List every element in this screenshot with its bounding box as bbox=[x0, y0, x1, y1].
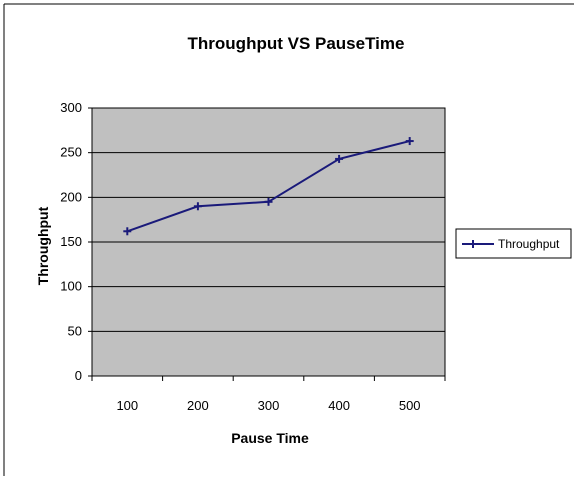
x-axis-title: Pause Time bbox=[231, 430, 309, 446]
y-tick-label: 150 bbox=[60, 234, 82, 249]
chart-title: Throughput VS PauseTime bbox=[188, 34, 405, 53]
y-tick-label: 250 bbox=[60, 145, 82, 160]
x-tick-label: 200 bbox=[187, 398, 209, 413]
x-tick-label: 500 bbox=[399, 398, 421, 413]
legend-label: Throughput bbox=[498, 237, 560, 251]
y-tick-label: 0 bbox=[75, 368, 82, 383]
y-tick-label: 100 bbox=[60, 279, 82, 294]
x-axis: 100 200 300 400 500 bbox=[92, 376, 445, 413]
x-tick-label: 100 bbox=[116, 398, 138, 413]
y-tick-label: 200 bbox=[60, 189, 82, 204]
x-tick-label: 400 bbox=[328, 398, 350, 413]
y-tick-label: 50 bbox=[68, 323, 82, 338]
y-axis: 0 50 100 150 200 250 300 bbox=[60, 100, 92, 383]
legend: Throughput bbox=[456, 229, 571, 258]
x-tick-label: 300 bbox=[258, 398, 280, 413]
plot-area: 0 50 100 150 200 250 300 100 200 300 400 500 bbox=[60, 100, 445, 413]
y-tick-label: 300 bbox=[60, 100, 82, 115]
y-axis-title: Throughput bbox=[35, 206, 51, 285]
